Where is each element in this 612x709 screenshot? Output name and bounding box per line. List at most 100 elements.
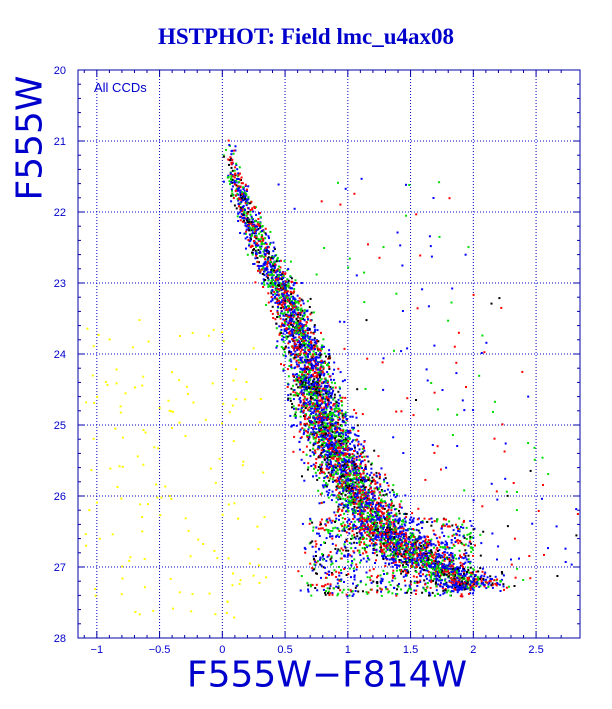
data-point (465, 573, 468, 575)
data-point (316, 356, 319, 359)
data-point (313, 364, 316, 367)
data-point (441, 579, 444, 582)
data-point (372, 518, 375, 521)
data-point (350, 492, 353, 495)
data-point (341, 412, 343, 415)
data-point (308, 369, 311, 371)
data-point (349, 431, 352, 434)
data-point (336, 469, 339, 472)
data-point (361, 456, 364, 459)
data-point (316, 346, 319, 349)
data-point (258, 246, 261, 249)
data-point (302, 302, 305, 305)
data-point (282, 280, 285, 283)
data-point (349, 478, 352, 481)
data-point (282, 336, 285, 339)
data-point (355, 434, 358, 437)
data-point (306, 393, 308, 396)
data-point (361, 447, 364, 450)
data-point (373, 494, 376, 497)
data-point (291, 402, 294, 405)
data-point (238, 166, 241, 169)
data-point (327, 357, 330, 360)
data-point (403, 568, 406, 571)
data-point (231, 185, 234, 188)
data-point (322, 412, 325, 414)
data-point (370, 463, 373, 466)
data-point (344, 486, 347, 488)
data-point (332, 473, 335, 476)
data-point (359, 485, 362, 488)
data-point (402, 530, 405, 533)
data-point (296, 349, 299, 352)
data-point (348, 460, 351, 463)
data-point (364, 474, 367, 477)
data-point (310, 340, 313, 343)
data-point (354, 467, 357, 470)
data-point (327, 433, 330, 436)
data-point (293, 357, 296, 360)
data-point (248, 229, 251, 232)
data-point (396, 542, 399, 545)
data-point (269, 282, 272, 285)
data-point (321, 444, 324, 446)
data-point (436, 578, 439, 581)
data-point (322, 345, 325, 348)
data-point (306, 436, 309, 439)
data-point (398, 509, 400, 512)
data-point (222, 154, 225, 157)
data-point (330, 452, 333, 455)
data-point (279, 325, 282, 328)
data-point (368, 484, 371, 487)
data-point (395, 508, 398, 510)
data-point (389, 523, 392, 526)
data-point (256, 222, 259, 225)
data-point (376, 512, 379, 515)
data-point (325, 393, 328, 396)
data-point (304, 329, 307, 332)
data-point (241, 209, 244, 212)
data-point (277, 278, 280, 281)
data-point (344, 396, 347, 399)
data-point (257, 244, 260, 247)
data-point (321, 437, 324, 440)
data-point (325, 443, 328, 446)
data-point (276, 345, 279, 347)
data-point (348, 436, 351, 439)
data-point (308, 338, 311, 341)
data-point (312, 463, 315, 466)
data-point (441, 559, 444, 562)
data-point (239, 172, 241, 175)
data-point (309, 388, 312, 391)
data-point (402, 564, 404, 567)
data-point (351, 440, 354, 443)
data-point (246, 188, 248, 191)
data-point (392, 484, 395, 487)
data-point (288, 319, 291, 322)
data-point (327, 426, 329, 429)
data-point (357, 513, 360, 516)
data-point (285, 308, 288, 311)
data-point (328, 435, 331, 438)
data-point (312, 355, 315, 358)
data-point (321, 393, 323, 396)
data-point (372, 532, 375, 534)
data-point (320, 348, 323, 351)
data-point (351, 456, 354, 459)
data-point (337, 477, 340, 480)
data-point (280, 328, 283, 331)
data-point (308, 392, 311, 395)
data-point (322, 479, 325, 482)
data-point (385, 547, 388, 550)
data-point (362, 512, 365, 515)
data-point (362, 477, 365, 480)
data-point (298, 361, 300, 364)
data-point (402, 550, 405, 553)
data-point (483, 573, 486, 575)
data-point (318, 433, 321, 436)
data-point (257, 249, 260, 251)
data-point (458, 574, 461, 577)
data-point (423, 569, 426, 572)
data-point (384, 539, 387, 542)
data-point (444, 578, 447, 581)
